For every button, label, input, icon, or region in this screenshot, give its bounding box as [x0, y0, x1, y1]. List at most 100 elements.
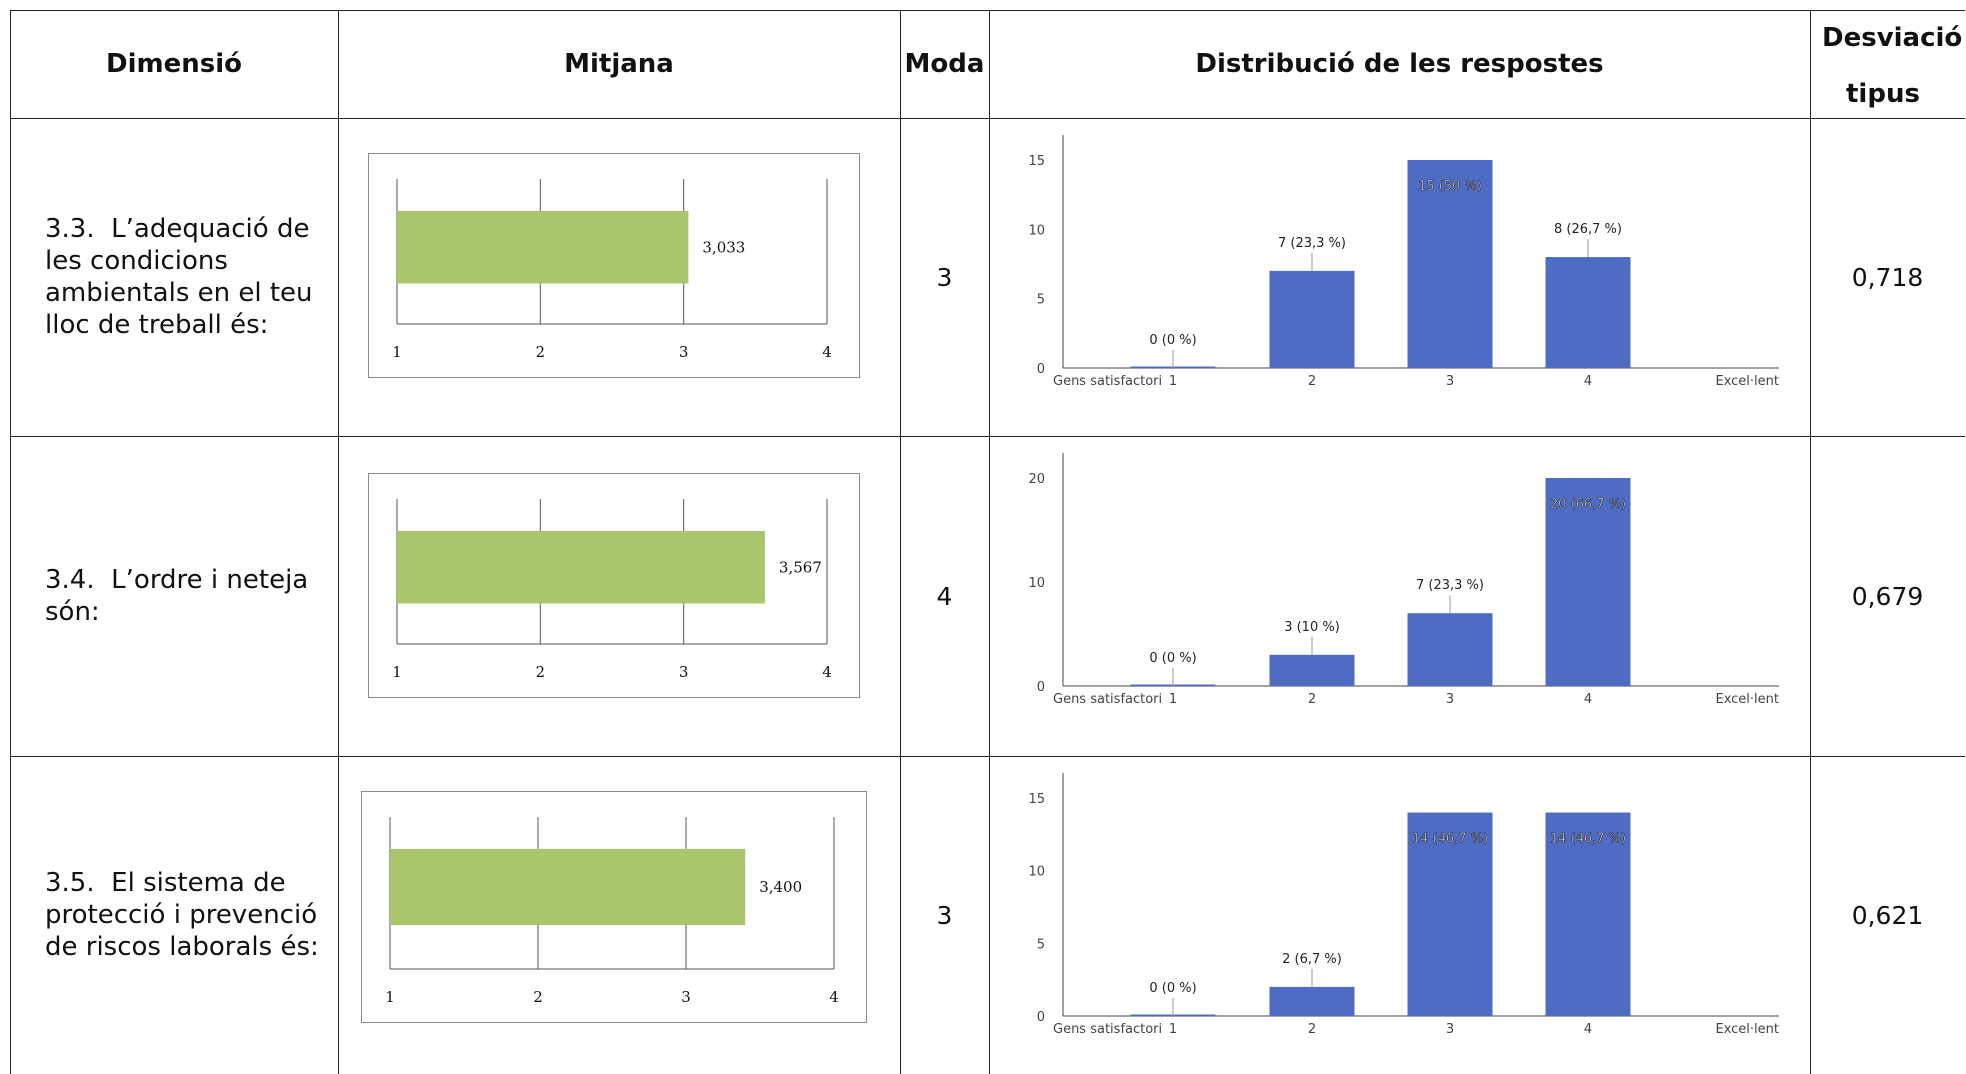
data-label: 8 (26,7 %) — [1554, 222, 1622, 237]
data-label: 3,033 — [702, 238, 745, 256]
header-distribution: Distribució de les respostes — [1195, 49, 1604, 79]
data-label: 3 (10 %) — [1284, 620, 1340, 635]
mean-bar — [397, 211, 689, 284]
x-tick-label: 2 — [1308, 692, 1316, 707]
y-tick-label: 10 — [1028, 576, 1045, 591]
data-label: 0 (0 %) — [1149, 651, 1196, 666]
tick-label: 4 — [822, 343, 832, 361]
mean-bar — [390, 849, 746, 925]
header-stddev-line1: Desviació — [1822, 23, 1963, 53]
dimension-number: 3.5. — [45, 868, 95, 898]
tick-label: 4 — [829, 988, 839, 1006]
scale-left-label: Gens satisfactori — [1053, 1022, 1162, 1037]
y-tick-label: 10 — [1028, 865, 1045, 880]
y-tick-label: 15 — [1028, 154, 1045, 169]
stddev-value: 0,679 — [1851, 581, 1924, 611]
tick-label: 1 — [385, 988, 395, 1006]
y-tick-label: 0 — [1037, 680, 1045, 695]
scale-right-label: Excel·lent — [1715, 1022, 1779, 1037]
column-separator — [338, 10, 339, 1074]
bar — [1269, 270, 1355, 368]
tick-label: 4 — [822, 663, 832, 681]
dimension-number: 3.4. — [45, 565, 95, 595]
column-separator — [900, 10, 901, 1074]
stddev-value: 0,621 — [1851, 900, 1924, 930]
data-label: 0 (0 %) — [1149, 981, 1196, 996]
row-separator — [10, 436, 1965, 437]
y-tick-label: 0 — [1037, 1010, 1045, 1025]
table-border-left — [10, 10, 11, 1074]
tick-label: 2 — [536, 663, 546, 681]
mode-value: 4 — [936, 581, 953, 611]
x-tick-label: 4 — [1584, 692, 1592, 707]
stddev-value: 0,718 — [1851, 262, 1924, 292]
data-label: 3,567 — [779, 558, 822, 576]
data-label: 0 (0 %) — [1149, 333, 1196, 348]
tick-label: 1 — [392, 343, 402, 361]
bar — [1407, 613, 1493, 686]
header-separator — [10, 118, 1965, 119]
tick-label: 2 — [533, 988, 543, 1006]
bar — [1269, 654, 1355, 686]
x-tick-label: 3 — [1446, 692, 1454, 707]
header-mean: Mitjana — [564, 49, 674, 79]
x-tick-label: 3 — [1446, 1022, 1454, 1037]
x-tick-label: 4 — [1584, 1022, 1592, 1037]
column-separator — [1810, 10, 1811, 1074]
tick-label: 3 — [681, 988, 691, 1006]
tick-label: 3 — [679, 663, 689, 681]
y-tick-label: 0 — [1037, 362, 1045, 377]
header-mode: Moda — [904, 49, 985, 79]
data-label: 3,400 — [759, 878, 802, 896]
results-table: Dimensió Mitjana Moda Distribució de les… — [10, 10, 1965, 1074]
y-tick-label: 15 — [1028, 792, 1045, 807]
header-dimension: Dimensió — [106, 49, 242, 79]
dimension-label: L’ordre i neteja són: — [45, 565, 309, 627]
distribution-chart: 0 5 10 15 Gens satisfactori Excel·lent 1 0 (0 %… — [1028, 135, 1779, 389]
dimension-cell: 3.4. L’ordre i neteja són: — [45, 436, 330, 756]
x-tick-label: 3 — [1446, 374, 1454, 389]
mean-chart-box: 1 2 3 4 3,400 — [361, 791, 867, 1023]
x-tick-label: 1 — [1169, 1022, 1177, 1037]
header-stddev-line2: tipus — [1846, 79, 1920, 109]
y-tick-label: 20 — [1028, 472, 1045, 487]
data-label: 2 (6,7 %) — [1282, 952, 1342, 967]
data-label: 15 (50 %) — [1418, 179, 1482, 194]
data-label: 7 (23,3 %) — [1278, 236, 1346, 251]
x-tick-label: 2 — [1308, 1022, 1316, 1037]
x-tick-label: 2 — [1308, 374, 1316, 389]
bar — [1545, 257, 1631, 368]
header-stddev: Desviació tipus — [1822, 10, 1965, 118]
scale-left-label: Gens satisfactori — [1053, 374, 1162, 389]
scale-right-label: Excel·lent — [1715, 374, 1779, 389]
mean-chart: 1 2 3 4 3,033 — [392, 179, 832, 361]
dimension-label: El sistema de protecció i prevenció de r… — [45, 868, 319, 962]
dimension-cell: 3.5. El sistema de protecció i prevenció… — [45, 756, 330, 1074]
row-separator — [10, 756, 1965, 757]
x-tick-label: 1 — [1169, 374, 1177, 389]
mean-chart: 1 2 3 4 3,400 — [385, 817, 839, 1006]
y-tick-label: 5 — [1037, 937, 1045, 952]
scale-left-label: Gens satisfactori — [1053, 692, 1162, 707]
tick-label: 1 — [392, 663, 402, 681]
dimension-label: L’adequació de les condicions ambientals… — [45, 214, 313, 340]
bar — [1407, 160, 1493, 368]
mode-value: 3 — [936, 262, 953, 292]
x-tick-label: 1 — [1169, 692, 1177, 707]
bar — [1545, 478, 1631, 686]
x-tick-label: 4 — [1584, 374, 1592, 389]
data-label: 7 (23,3 %) — [1416, 578, 1484, 593]
mean-chart-box: 1 2 3 4 3,567 — [368, 473, 860, 698]
scale-right-label: Excel·lent — [1715, 692, 1779, 707]
distribution-chart: 0 10 20 Gens satisfactori Excel·lent 1 0 (0 %)… — [1028, 453, 1779, 707]
dimension-cell: 3.3. L’adequació de les condicions ambie… — [45, 118, 330, 436]
distribution-chart: 0 5 10 15 Gens satisfactori Excel·lent 1 0 (0 %… — [1028, 773, 1779, 1037]
data-label: 20 (66,7 %) — [1550, 497, 1626, 512]
y-tick-label: 5 — [1037, 293, 1045, 308]
mode-value: 3 — [936, 900, 953, 930]
tick-label: 2 — [536, 343, 546, 361]
mean-bar — [397, 531, 765, 604]
tick-label: 3 — [679, 343, 689, 361]
data-label: 14 (46,7 %) — [1412, 832, 1488, 847]
column-separator — [989, 10, 990, 1074]
